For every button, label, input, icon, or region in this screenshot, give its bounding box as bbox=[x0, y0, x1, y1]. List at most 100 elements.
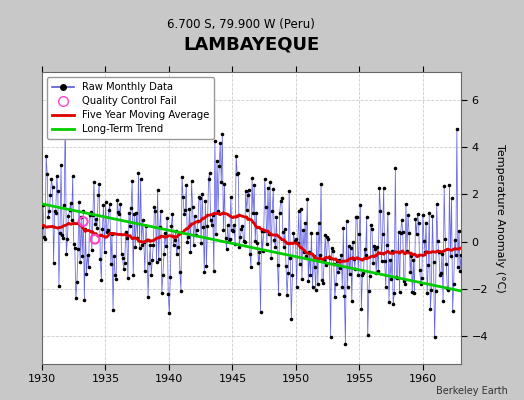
Point bbox=[298, 276, 306, 282]
Point bbox=[91, 236, 99, 242]
Point bbox=[434, 249, 443, 255]
Point bbox=[215, 163, 223, 169]
Point bbox=[38, 224, 46, 230]
Point bbox=[211, 138, 219, 144]
Point bbox=[271, 244, 280, 250]
Point bbox=[296, 261, 304, 267]
Point bbox=[390, 290, 398, 296]
Point bbox=[287, 316, 296, 322]
Point bbox=[306, 272, 314, 278]
Point bbox=[84, 264, 93, 270]
Point bbox=[237, 226, 246, 232]
Point bbox=[413, 210, 422, 217]
Point bbox=[314, 281, 322, 287]
Point bbox=[410, 290, 419, 296]
Point bbox=[320, 256, 329, 263]
Point bbox=[412, 231, 421, 237]
Point bbox=[457, 252, 465, 258]
Point bbox=[266, 179, 274, 186]
Text: 6.700 S, 79.900 W (Peru): 6.700 S, 79.900 W (Peru) bbox=[167, 18, 315, 31]
Point bbox=[363, 214, 371, 220]
Point bbox=[93, 224, 101, 231]
Point bbox=[334, 269, 342, 275]
Point bbox=[178, 174, 186, 180]
Point bbox=[336, 265, 344, 271]
Point bbox=[319, 280, 328, 286]
Point bbox=[141, 223, 150, 230]
Point bbox=[196, 195, 204, 201]
Point bbox=[244, 192, 252, 199]
Point bbox=[105, 207, 113, 213]
Point bbox=[216, 140, 224, 146]
Point bbox=[404, 212, 412, 218]
Point bbox=[148, 256, 157, 263]
Point bbox=[393, 275, 401, 282]
Point bbox=[405, 230, 413, 236]
Point bbox=[361, 246, 369, 252]
Point bbox=[99, 202, 107, 208]
Point bbox=[119, 265, 128, 272]
Point bbox=[69, 173, 77, 179]
Point bbox=[54, 283, 63, 290]
Point bbox=[235, 244, 244, 251]
Point bbox=[224, 238, 233, 244]
Point bbox=[286, 255, 294, 261]
Point bbox=[297, 206, 305, 212]
Point bbox=[100, 249, 108, 255]
Point bbox=[125, 210, 133, 216]
Point bbox=[316, 252, 324, 258]
Point bbox=[395, 229, 403, 236]
Point bbox=[122, 228, 130, 235]
Point bbox=[248, 175, 256, 182]
Point bbox=[443, 285, 452, 291]
Point bbox=[264, 184, 272, 191]
Point bbox=[344, 243, 353, 250]
Point bbox=[46, 192, 54, 198]
Point bbox=[348, 238, 357, 245]
Point bbox=[192, 232, 200, 238]
Point bbox=[256, 309, 265, 316]
Point bbox=[324, 236, 333, 242]
Point bbox=[39, 201, 47, 208]
Point bbox=[140, 267, 149, 274]
Point bbox=[157, 208, 165, 214]
Point bbox=[85, 212, 94, 218]
Point bbox=[345, 271, 354, 277]
Point bbox=[134, 170, 143, 176]
Point bbox=[198, 191, 206, 197]
Point bbox=[245, 186, 253, 193]
Point bbox=[229, 228, 237, 234]
Point bbox=[374, 268, 383, 274]
Point bbox=[438, 251, 446, 257]
Point bbox=[168, 210, 177, 217]
Point bbox=[427, 287, 435, 294]
Point bbox=[243, 207, 251, 213]
Point bbox=[290, 238, 299, 244]
Point bbox=[278, 195, 286, 202]
Point bbox=[131, 244, 139, 250]
Point bbox=[392, 273, 400, 280]
Point bbox=[351, 266, 359, 272]
Point bbox=[107, 261, 115, 268]
Point bbox=[118, 255, 127, 262]
Point bbox=[213, 157, 221, 164]
Point bbox=[233, 171, 242, 178]
Point bbox=[343, 284, 352, 290]
Point bbox=[124, 275, 132, 281]
Point bbox=[249, 210, 257, 216]
Point bbox=[391, 165, 399, 171]
Point bbox=[109, 306, 117, 313]
Point bbox=[179, 194, 187, 201]
Point bbox=[440, 183, 449, 189]
Point bbox=[187, 249, 195, 256]
Point bbox=[456, 268, 464, 274]
Point bbox=[441, 236, 450, 242]
Point bbox=[454, 264, 462, 270]
Point bbox=[281, 226, 289, 232]
Point bbox=[451, 237, 459, 244]
Point bbox=[326, 334, 335, 341]
Point bbox=[115, 210, 124, 217]
Point bbox=[230, 222, 238, 228]
Point bbox=[138, 216, 147, 223]
Point bbox=[223, 222, 232, 228]
